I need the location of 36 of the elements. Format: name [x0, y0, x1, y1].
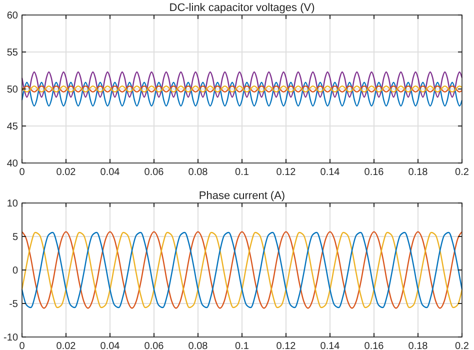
x-tick-label: 0.14: [320, 167, 340, 178]
y-tick-label: 5: [12, 232, 18, 243]
x-tick-label: 0.18: [408, 167, 428, 178]
x-tick-label: 0.04: [100, 341, 120, 350]
x-tick-label: 0.2: [455, 167, 470, 178]
x-tick-label: 0.16: [364, 167, 384, 178]
x-tick-label: 0.06: [144, 167, 164, 178]
y-tick-label: 0: [12, 266, 18, 276]
x-tick-label: 0.02: [56, 341, 76, 350]
chart-title: DC-link capacitor voltages (V): [169, 2, 315, 14]
x-tick-label: 0.18: [408, 341, 428, 350]
y-tick-label: 60: [6, 10, 18, 22]
x-tick-label: 0.06: [144, 341, 164, 350]
y-tick-label: 40: [6, 158, 18, 170]
x-tick-label: 0: [19, 167, 26, 178]
x-tick-label: 0.12: [276, 341, 296, 350]
y-tick-label: 45: [6, 122, 18, 132]
line-series: [21, 71, 463, 98]
x-tick-label: 0.08: [188, 341, 208, 350]
x-tick-label: 0.12: [276, 167, 296, 178]
x-tick-label: 0.14: [320, 341, 340, 350]
x-tick-label: 0.02: [56, 167, 76, 178]
chart-title: Phase current (A): [198, 190, 286, 202]
x-tick-label: 0.2: [455, 341, 470, 350]
x-tick-label: 0.16: [364, 341, 384, 350]
y-tick-label: 10: [6, 198, 18, 210]
line-series: [21, 82, 463, 107]
y-tick-label: 55: [6, 48, 18, 58]
x-tick-label: 0.04: [100, 167, 120, 178]
y-tick-label: 50: [6, 84, 18, 96]
y-tick-label: -10: [4, 332, 18, 344]
x-tick-label: 0.1: [235, 167, 250, 178]
x-tick-label: 0: [19, 341, 26, 350]
y-tick-label: -5: [9, 299, 18, 310]
x-tick-label: 0.1: [235, 341, 250, 350]
x-tick-label: 0.08: [188, 167, 208, 178]
